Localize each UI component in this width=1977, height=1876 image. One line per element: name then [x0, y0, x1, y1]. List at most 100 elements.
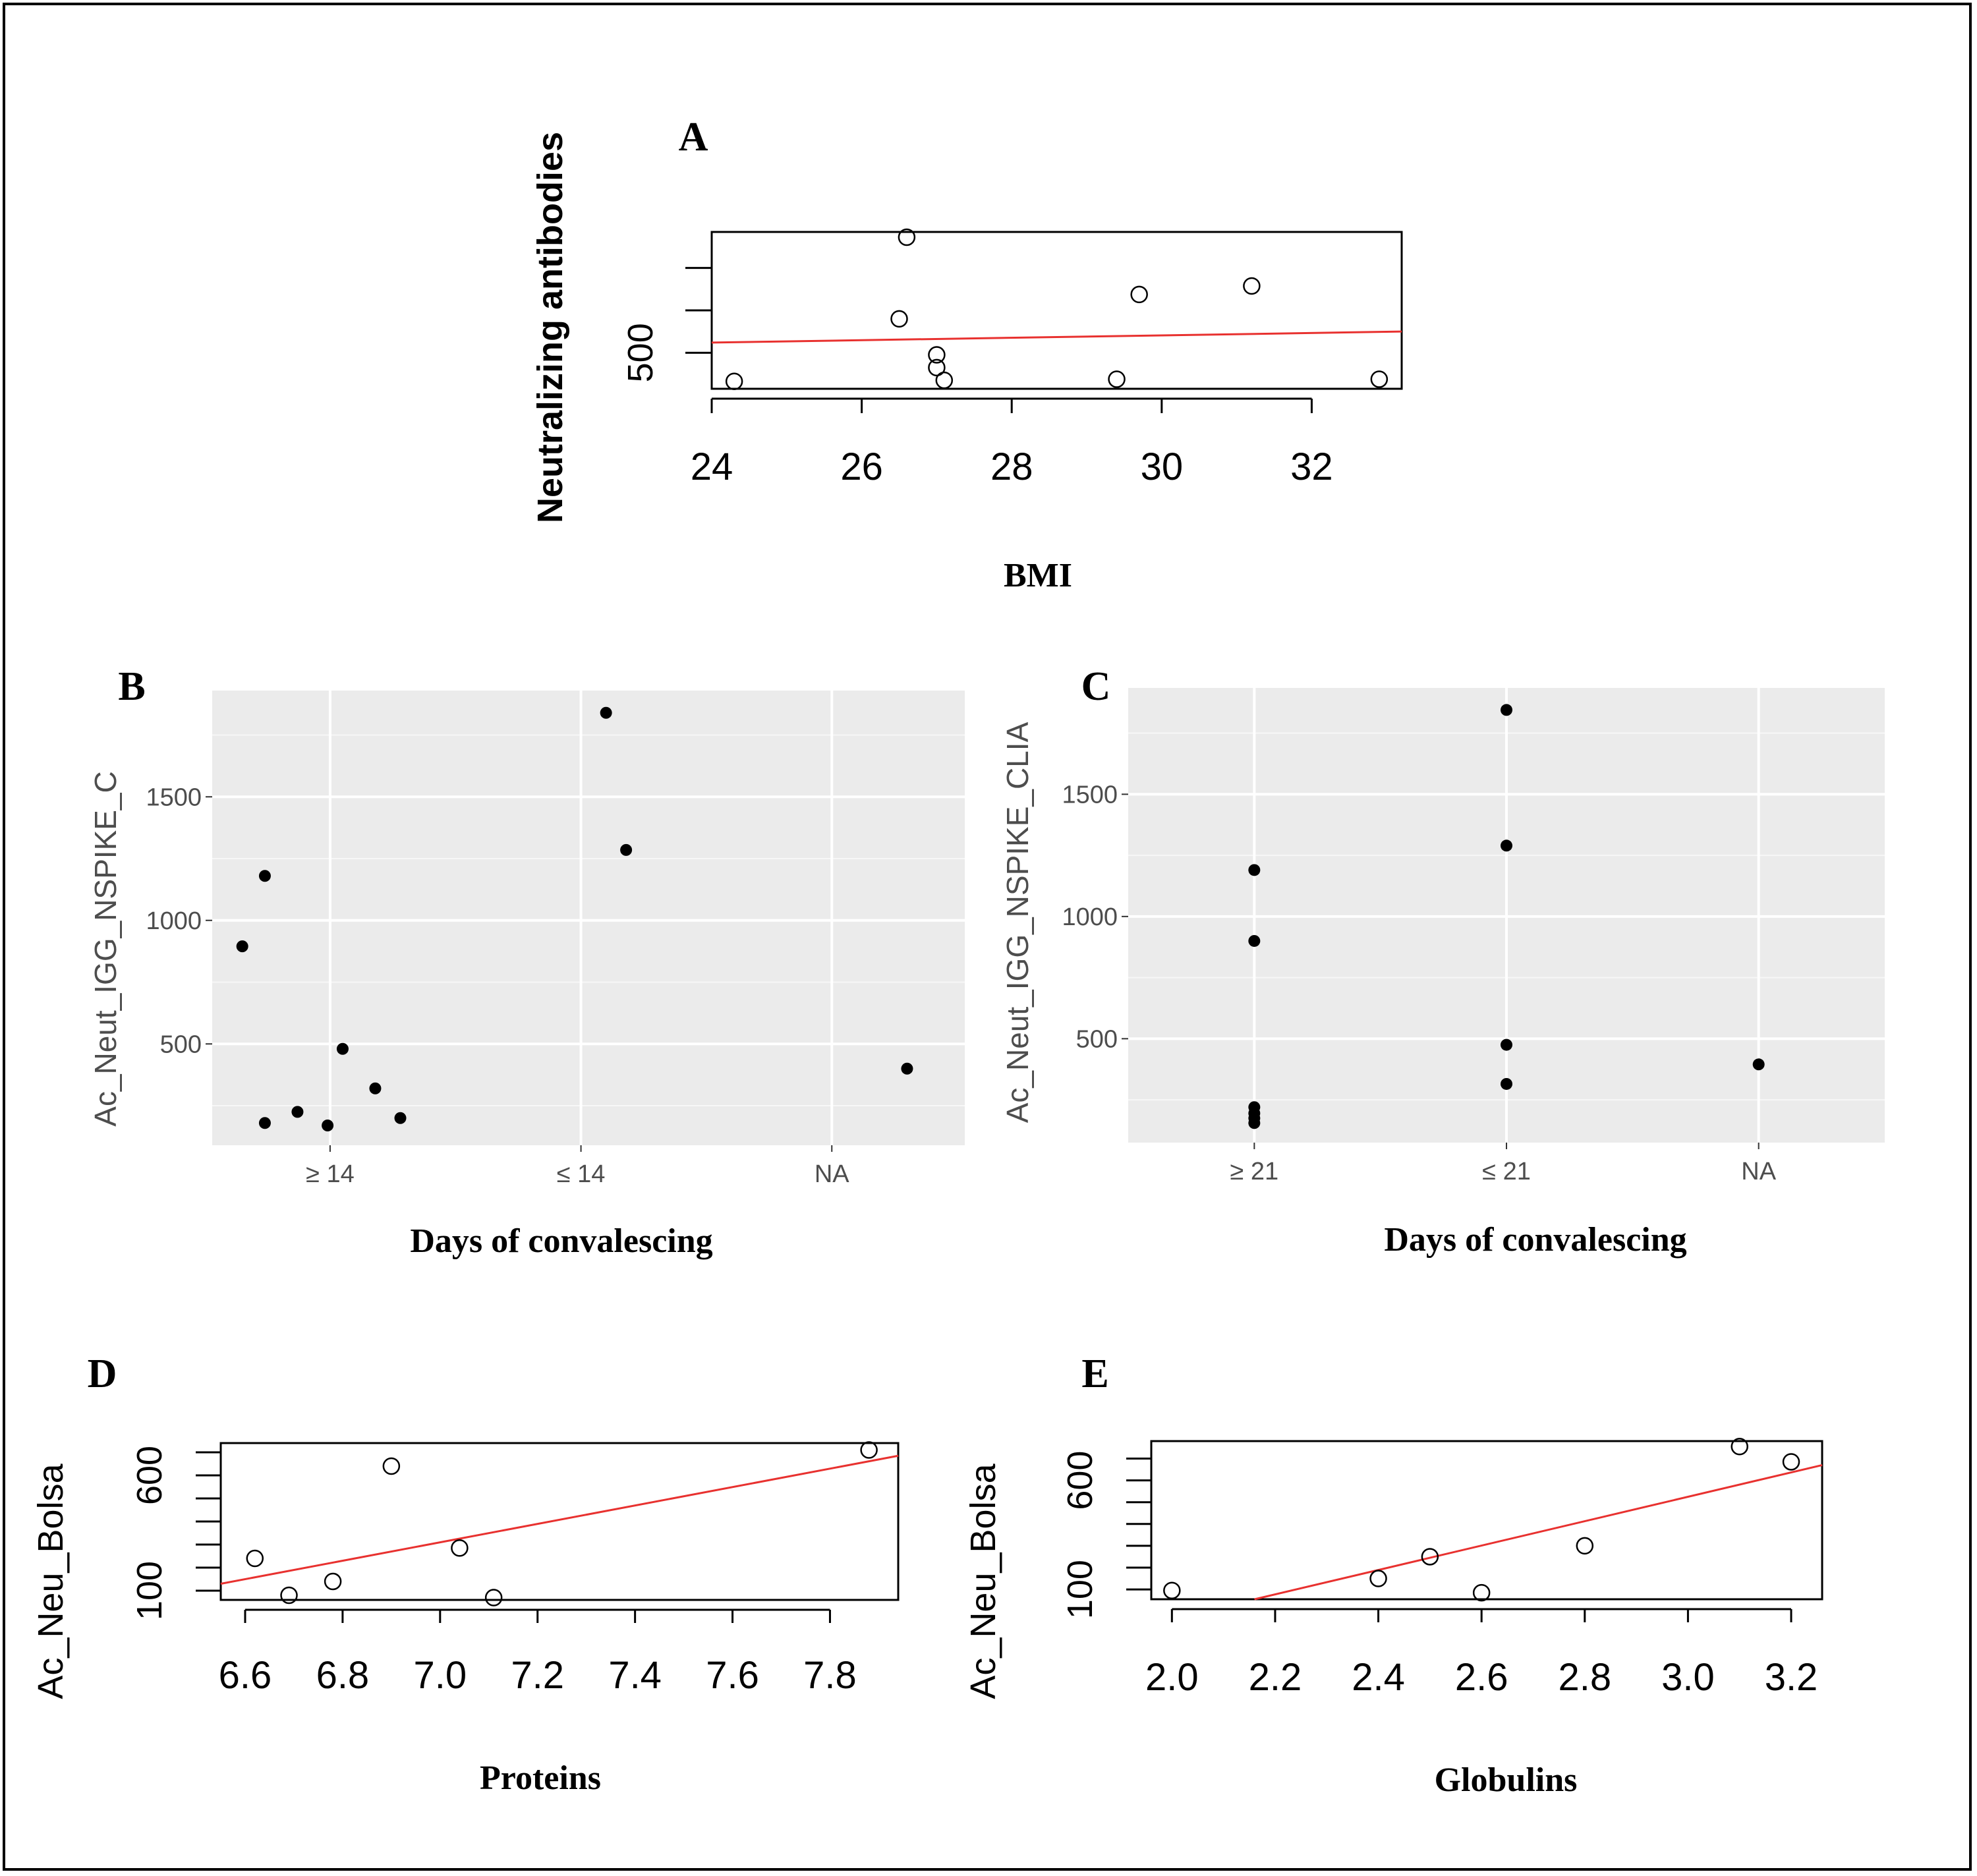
figure-border	[3, 3, 1972, 1871]
panel-e-x-tick-label: 2.4	[1352, 1656, 1405, 1699]
panel-c-data-point	[1752, 1058, 1765, 1071]
panel-e-y-axis-title: Ac_Neu_Bolsa	[963, 1463, 1003, 1699]
panel-c-y-tick-label: 1500	[1062, 781, 1118, 809]
panel-d-x-tick-label: 7.8	[803, 1654, 857, 1697]
panel-b-data-point	[258, 1117, 271, 1129]
panel-e-x-tick-label: 3.0	[1661, 1656, 1715, 1699]
panel-a-plot-box	[710, 231, 1403, 390]
panel-e-data-point	[1782, 1453, 1800, 1471]
panel-e-x-tick-label: 2.0	[1145, 1656, 1199, 1699]
panel-d-x-tick-label: 7.4	[608, 1654, 662, 1697]
panel-d-x-tick-label: 6.8	[316, 1654, 370, 1697]
panel-a: A Neutralizing antibodies BMI 24 26 28 30 32…	[530, 115, 1403, 594]
panel-d-x-axis-title: Proteins	[480, 1759, 601, 1797]
panel-b-plot-background	[212, 691, 965, 1145]
panel-a-x-axis-title: BMI	[1004, 557, 1072, 594]
panel-e: E Ac_Neu_Bolsa Globulins 2.0 2.2 2.4 2.6 2.8…	[963, 1351, 1823, 1799]
panel-e-data-point	[1421, 1548, 1439, 1566]
panel-c-data-point	[1501, 839, 1512, 852]
panel-e-x-axis-title: Globulins	[1435, 1761, 1578, 1799]
panel-c-data-point	[1248, 1117, 1261, 1129]
panel-d-x-tick-label: 6.6	[219, 1654, 272, 1697]
panel-b-data-point	[369, 1082, 382, 1094]
panel-b-data-point	[600, 706, 612, 719]
panel-d-y-axis-title: Ac_Neu_Bolsa	[31, 1463, 71, 1699]
panel-e-data-point	[1369, 1570, 1387, 1587]
panel-a-data-point	[898, 228, 916, 246]
panel-c-data-point	[1501, 1077, 1512, 1090]
panel-d-data-point	[382, 1457, 401, 1475]
panel-b-x-axis-title: Days of convalescing	[410, 1222, 712, 1260]
panel-a-x-tick-label: 28	[990, 445, 1033, 488]
panel-d-data-point	[324, 1572, 342, 1591]
panel-b-y-tick-label: 1500	[146, 783, 202, 811]
panel-d-data-point	[484, 1589, 503, 1606]
panel-d-label: D	[88, 1351, 117, 1396]
panel-a-data-point	[890, 310, 908, 328]
panel-c-x-axis-title: Days of convalescing	[1384, 1221, 1686, 1259]
panel-b-data-point	[620, 843, 633, 856]
panel-c-x-tick-label: ≤ 21	[1482, 1158, 1531, 1185]
panel-c-x-tick-label: NA	[1741, 1158, 1776, 1185]
panel-c-data-point	[1248, 934, 1261, 947]
panel-a-y-tick-label: 500	[621, 323, 660, 382]
panel-d-data-point	[451, 1539, 469, 1557]
panel-c-y-tick-label: 1000	[1062, 903, 1118, 931]
panel-d-x-tick-label: 7.6	[706, 1654, 759, 1697]
panel-a-x-tick-label: 32	[1290, 445, 1333, 488]
panel-d-data-point	[280, 1586, 298, 1605]
panel-e-y-tick-label: 100	[1060, 1560, 1100, 1619]
panel-c-label: C	[1081, 664, 1111, 709]
panel-b-data-point	[901, 1062, 913, 1075]
panel-e-regression-line	[1254, 1464, 1823, 1601]
panel-a-x-tick-label: 26	[840, 445, 883, 488]
panel-b-y-tick-label: 500	[160, 1031, 202, 1058]
panel-a-data-point	[1108, 370, 1126, 388]
panel-b: B Ac_Neut_IGG_NSPIKE_C Days of convalesc…	[88, 664, 965, 1260]
panel-e-data-point	[1576, 1537, 1594, 1555]
panel-d-y-tick-label: 600	[130, 1446, 169, 1505]
panel-a-data-point	[928, 346, 946, 364]
panel-b-y-tick-label: 1000	[146, 907, 202, 935]
panel-c-y-axis-title: Ac_Neut_IGG_NSPIKE_CLIA	[1000, 722, 1035, 1123]
panel-d-data-point	[860, 1441, 878, 1459]
panel-e-data-point	[1731, 1438, 1748, 1456]
panel-a-x-tick-label: 24	[691, 445, 733, 488]
panel-b-data-point	[322, 1120, 334, 1131]
panel-b-x-tick-label: ≤ 14	[557, 1160, 606, 1188]
panel-b-x-tick-label: NA	[815, 1160, 849, 1188]
panel-a-data-point	[1370, 370, 1389, 388]
panel-b-data-point	[336, 1042, 349, 1055]
panel-a-label: A	[679, 115, 708, 159]
panel-d-regression-line	[220, 1454, 899, 1585]
panel-a-data-point	[1243, 277, 1261, 295]
panel-c-y-tick-label: 500	[1076, 1025, 1118, 1053]
panel-d-x-tick-label: 7.2	[511, 1654, 564, 1697]
panel-e-data-point	[1472, 1583, 1491, 1602]
panel-c-data-point	[1248, 864, 1261, 876]
panel-c-data-point	[1501, 1038, 1512, 1051]
panel-e-data-point	[1163, 1581, 1181, 1600]
panel-c: C Ac_Neut_IGG_NSPIKE_CLIA Days of conval…	[1000, 664, 1885, 1259]
panel-a-data-point	[928, 358, 946, 377]
panel-e-plot-box	[1150, 1440, 1823, 1601]
panel-b-label: B	[118, 664, 145, 709]
panel-b-y-axis-title: Ac_Neut_IGG_NSPIKE_C	[88, 771, 123, 1126]
panel-d-plot-box	[219, 1442, 900, 1601]
panel-c-x-tick-label: ≥ 21	[1230, 1158, 1278, 1185]
panel-b-data-point	[236, 940, 248, 953]
panel-a-regression-line	[711, 330, 1402, 344]
panel-c-data-point	[1501, 704, 1512, 716]
panel-a-x-tick-label: 30	[1141, 445, 1184, 488]
panel-e-label: E	[1081, 1351, 1108, 1396]
panel-e-x-tick-label: 2.8	[1558, 1656, 1611, 1699]
panel-a-data-point	[725, 372, 743, 390]
panel-e-x-tick-label: 2.2	[1249, 1656, 1302, 1699]
panel-d-x-tick-label: 7.0	[413, 1654, 467, 1697]
panel-a-data-point	[935, 371, 954, 389]
panel-d: D Ac_Neu_Bolsa Proteins 6.6 6.8 7.0 7.2 7.4 7…	[31, 1351, 900, 1797]
panel-e-x-tick-label: 2.6	[1455, 1656, 1508, 1699]
panel-a-y-axis-title: Neutralizing antibodies	[530, 132, 570, 523]
panel-a-data-point	[1130, 285, 1148, 304]
